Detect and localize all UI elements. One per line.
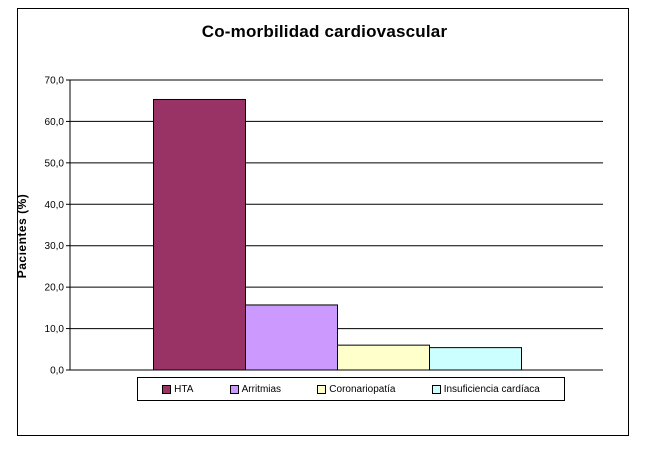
bar: [245, 304, 338, 371]
legend-swatch: [317, 384, 327, 394]
legend-label: HTA: [174, 383, 194, 395]
legend-item: HTA: [162, 384, 193, 395]
legend-item: Insuficiencia cardíaca: [431, 383, 540, 395]
legend-swatch: [162, 384, 172, 394]
legend-label: Insuficiencia cardíaca: [443, 383, 540, 395]
legend-swatch: [431, 384, 441, 394]
bar: [429, 347, 522, 371]
y-tick-label: 50,0: [45, 158, 65, 169]
y-tick-label: 30,0: [45, 241, 65, 252]
y-tick-label: 10,0: [45, 324, 65, 335]
bar: [337, 344, 430, 371]
chart-title: Co-morbilidad cardiovascular: [201, 22, 448, 41]
y-tick-label: 40,0: [45, 200, 65, 211]
y-tick-label: 0,0: [50, 366, 64, 377]
legend-label: Arritmias: [241, 383, 282, 395]
legend-item: Arritmias: [229, 383, 282, 395]
legend-swatch: [229, 384, 239, 394]
y-tick-label: 20,0: [45, 283, 65, 294]
y-tick-label: 70,0: [45, 76, 65, 87]
legend: HTA Arritmias Coronariopatía Insuficiencia …: [137, 377, 565, 401]
y-tick-label: 60,0: [45, 117, 65, 128]
legend-label: Coronariopatía: [329, 383, 396, 395]
legend-item: Coronariopatía: [317, 384, 395, 395]
bar: [153, 98, 246, 371]
